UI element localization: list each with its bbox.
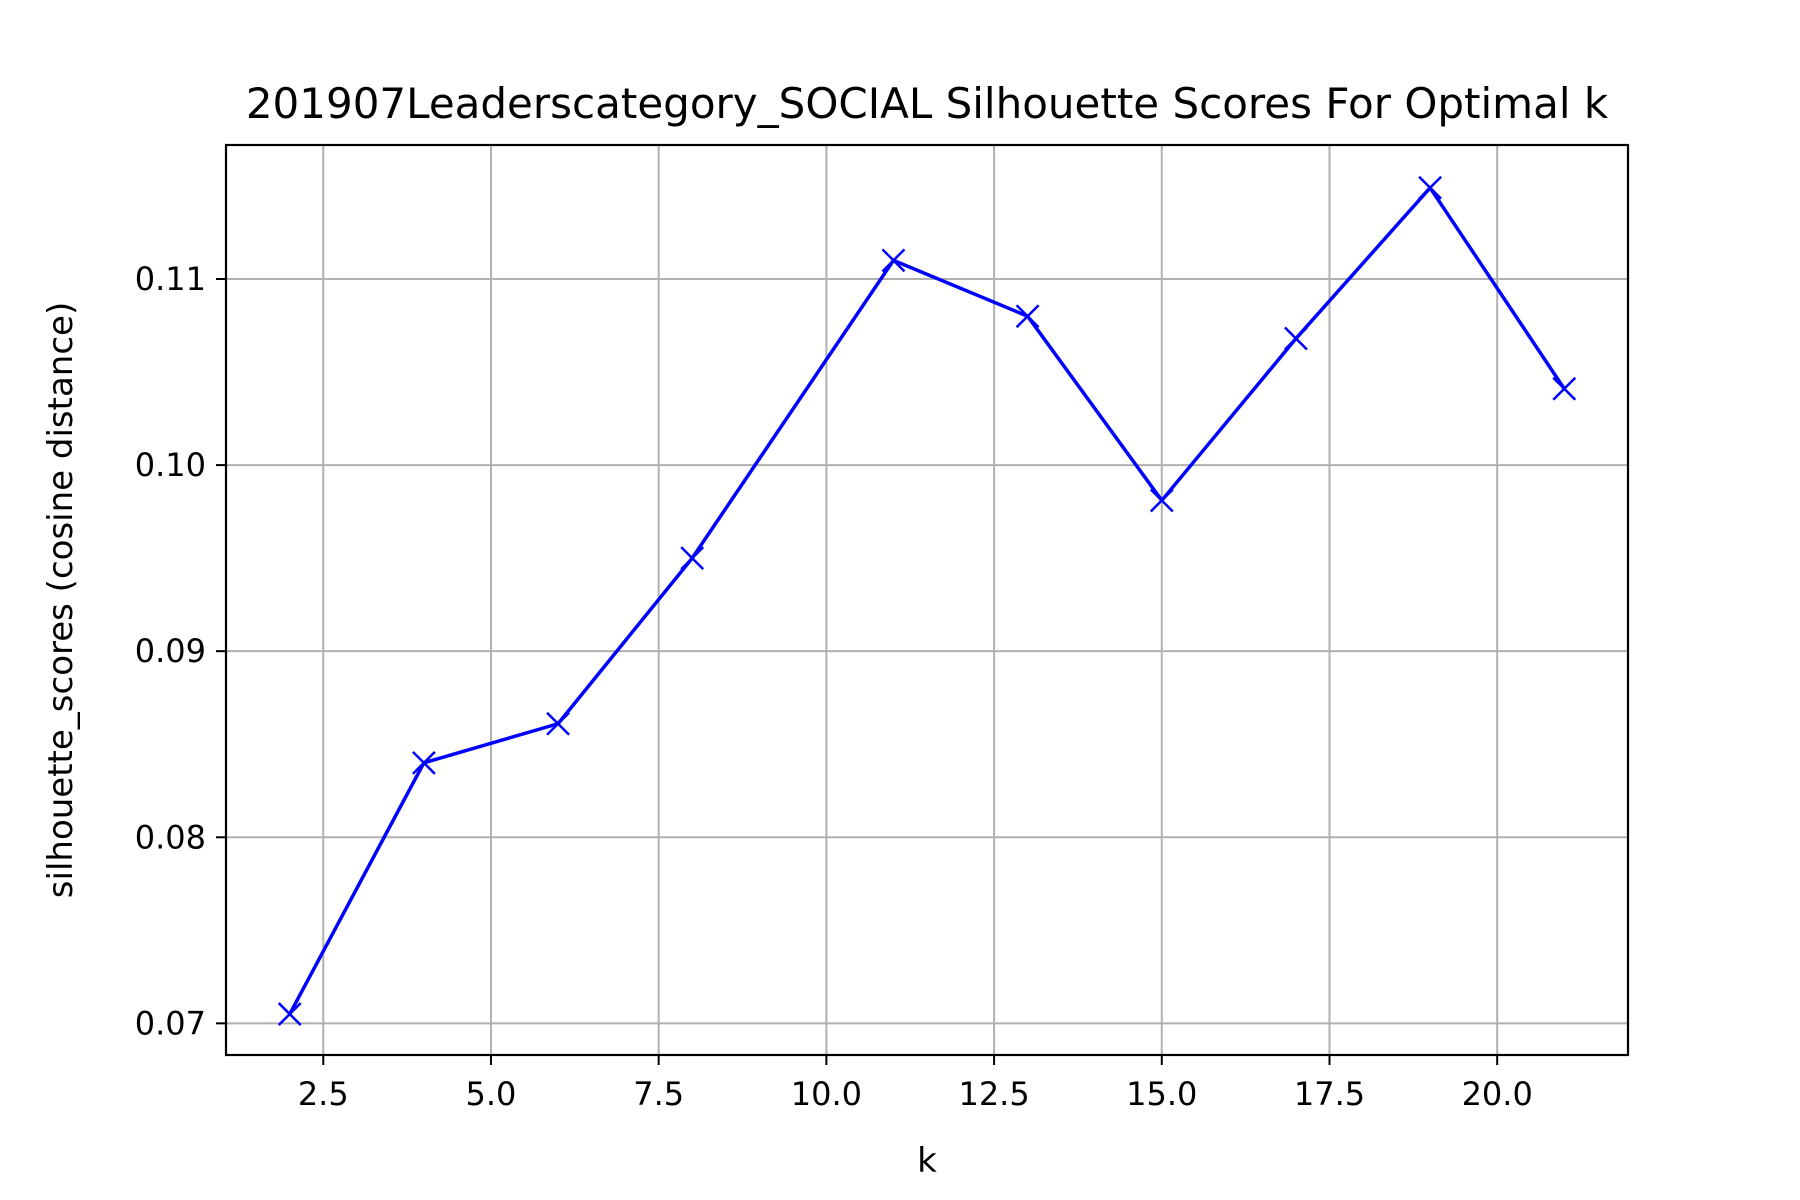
data-point-marker (881, 248, 906, 273)
y-axis-label: silhouette_scores (cosine distance) (41, 302, 81, 898)
x-tick-label: 15.0 (1126, 1075, 1197, 1113)
x-tick-label: 7.5 (633, 1075, 684, 1113)
y-tick-label: 0.09 (135, 632, 206, 670)
data-point-marker (1015, 304, 1040, 329)
data-point-marker (412, 750, 436, 775)
x-tick-label: 5.0 (466, 1075, 517, 1113)
x-tick-label: 17.5 (1294, 1075, 1365, 1113)
data-point-marker (680, 546, 705, 571)
data-point-marker (1552, 376, 1577, 401)
series-line (288, 186, 1566, 1015)
grid (226, 145, 1628, 1055)
data-point-marker (546, 711, 570, 736)
x-tick-label: 12.5 (958, 1075, 1029, 1113)
data-point-marker (1149, 488, 1174, 513)
axes-frame (224, 143, 1630, 1057)
x-tick-label: 2.5 (298, 1075, 349, 1113)
y-tick-label: 0.07 (135, 1004, 206, 1042)
y-tick-label: 0.11 (135, 260, 206, 298)
x-tick-label: 10.0 (791, 1075, 862, 1113)
x-tick-label: 20.0 (1462, 1075, 1533, 1113)
chart-title: 201907Leaderscategory_SOCIAL Silhouette … (246, 79, 1609, 128)
data-point-marker (1284, 326, 1308, 351)
axis-ticks: 2.5 5.0 7.5 10.0 12.5 15.0 17.5 20.0 0.07 0.08 0.0… (135, 260, 1533, 1113)
y-tick-label: 0.08 (135, 818, 206, 856)
y-tick-label: 0.10 (135, 446, 206, 484)
x-axis-label: k (917, 1141, 937, 1181)
data-point-marker (277, 1002, 302, 1026)
data-point-marker (1418, 175, 1442, 200)
data-series (277, 175, 1577, 1026)
